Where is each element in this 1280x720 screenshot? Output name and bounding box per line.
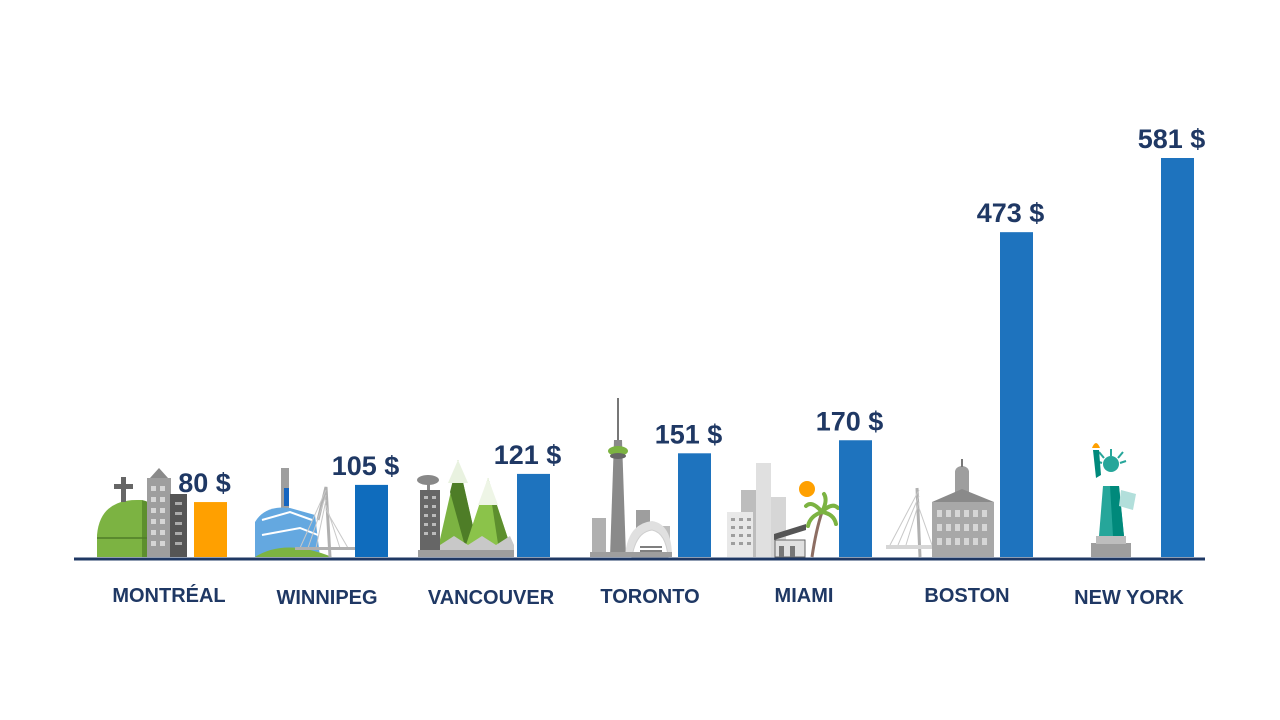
bar-7 [1161,158,1194,557]
category-label-5: MIAMI [775,585,834,607]
category-label-2: WINNIPEG [276,587,377,609]
value-labels: 80 $ 105 $ 121 $ 151 $ 170 $ 473 $ 581 $ [178,124,1205,498]
bars [194,158,1194,557]
value-label-5: 170 $ [816,406,884,436]
bar-3 [517,473,550,557]
bar-1 [194,502,227,557]
toronto-skyline-icon [590,398,672,558]
bar-2 [355,484,388,557]
value-label-3: 121 $ [494,440,562,470]
winnipeg-skyline-icon [255,468,355,558]
vancouver-skyline-icon [417,460,514,557]
new-york-skyline-icon [1091,443,1136,557]
miami-skyline-icon [727,463,840,558]
value-label-6: 473 $ [977,198,1045,228]
category-label-4: TORONTO [600,586,699,608]
category-label-6: BOSTON [924,585,1009,607]
bar-6 [1000,232,1033,557]
bar-4 [678,453,711,557]
category-label-7: NEW YORK [1074,587,1184,609]
value-label-7: 581 $ [1138,124,1206,154]
boston-skyline-icon [886,459,994,558]
category-labels: MONTRÉAL WINNIPEG VANCOUVER TORONTO MIAMI BOS… [112,584,1184,609]
category-label-3: VANCOUVER [428,587,555,609]
value-label-4: 151 $ [655,419,723,449]
value-label-2: 105 $ [332,451,400,481]
montreal-skyline-icon [97,468,187,557]
value-label-1: 80 $ [178,468,231,498]
bar-5 [839,440,872,557]
category-label-1: MONTRÉAL [112,584,225,607]
